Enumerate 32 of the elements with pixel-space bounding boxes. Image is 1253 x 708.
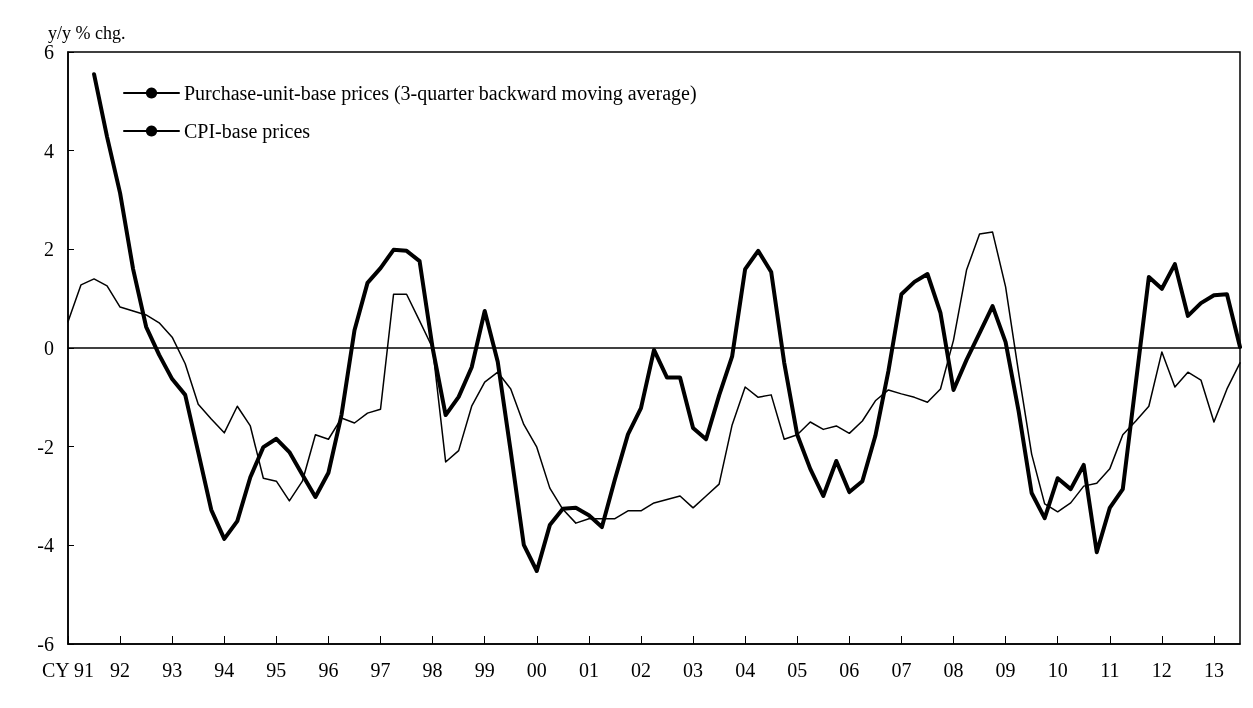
x-tick-label: 07 bbox=[891, 659, 912, 681]
x-tick-label: 96 bbox=[318, 659, 339, 681]
x-tick-label: 97 bbox=[370, 659, 391, 681]
x-tick-label: 95 bbox=[266, 659, 287, 681]
x-tick-label: 08 bbox=[943, 659, 964, 681]
x-tick-label: 06 bbox=[839, 659, 860, 681]
x-tick-label: 92 bbox=[110, 659, 131, 681]
x-tick-label: 94 bbox=[214, 659, 235, 681]
legend-label: CPI-base prices bbox=[184, 120, 311, 143]
legend-label: Purchase-unit-base prices (3-quarter backward moving average) bbox=[184, 82, 697, 105]
x-tick-label: 12 bbox=[1151, 659, 1172, 681]
x-tick-label: 10 bbox=[1047, 659, 1068, 681]
y-tick-label: 0 bbox=[44, 337, 54, 359]
y-tick-label: 2 bbox=[44, 238, 54, 261]
y-tick-label: -6 bbox=[37, 633, 54, 655]
x-tick-label: 93 bbox=[162, 659, 183, 681]
y-axis-title: y/y % chg. bbox=[48, 23, 126, 44]
y-tick-label: 4 bbox=[44, 139, 54, 162]
x-tick-label: 98 bbox=[422, 659, 443, 681]
y-tick-label: -4 bbox=[37, 534, 54, 557]
x-tick-label: 00 bbox=[526, 659, 547, 681]
x-tick-label: 04 bbox=[735, 659, 756, 681]
x-tick-label: CY 91 bbox=[41, 659, 95, 681]
x-tick-label: 99 bbox=[474, 659, 495, 681]
y-tick-label: -2 bbox=[37, 435, 54, 458]
x-tick-label: 05 bbox=[787, 659, 808, 681]
x-tick-label: 09 bbox=[995, 659, 1016, 681]
x-tick-label: 11 bbox=[1100, 659, 1120, 681]
x-tick-label: 02 bbox=[630, 659, 651, 681]
x-tick-label: 13 bbox=[1203, 659, 1224, 681]
x-tick-label: 01 bbox=[578, 659, 599, 681]
x-tick-label: 03 bbox=[683, 659, 704, 681]
